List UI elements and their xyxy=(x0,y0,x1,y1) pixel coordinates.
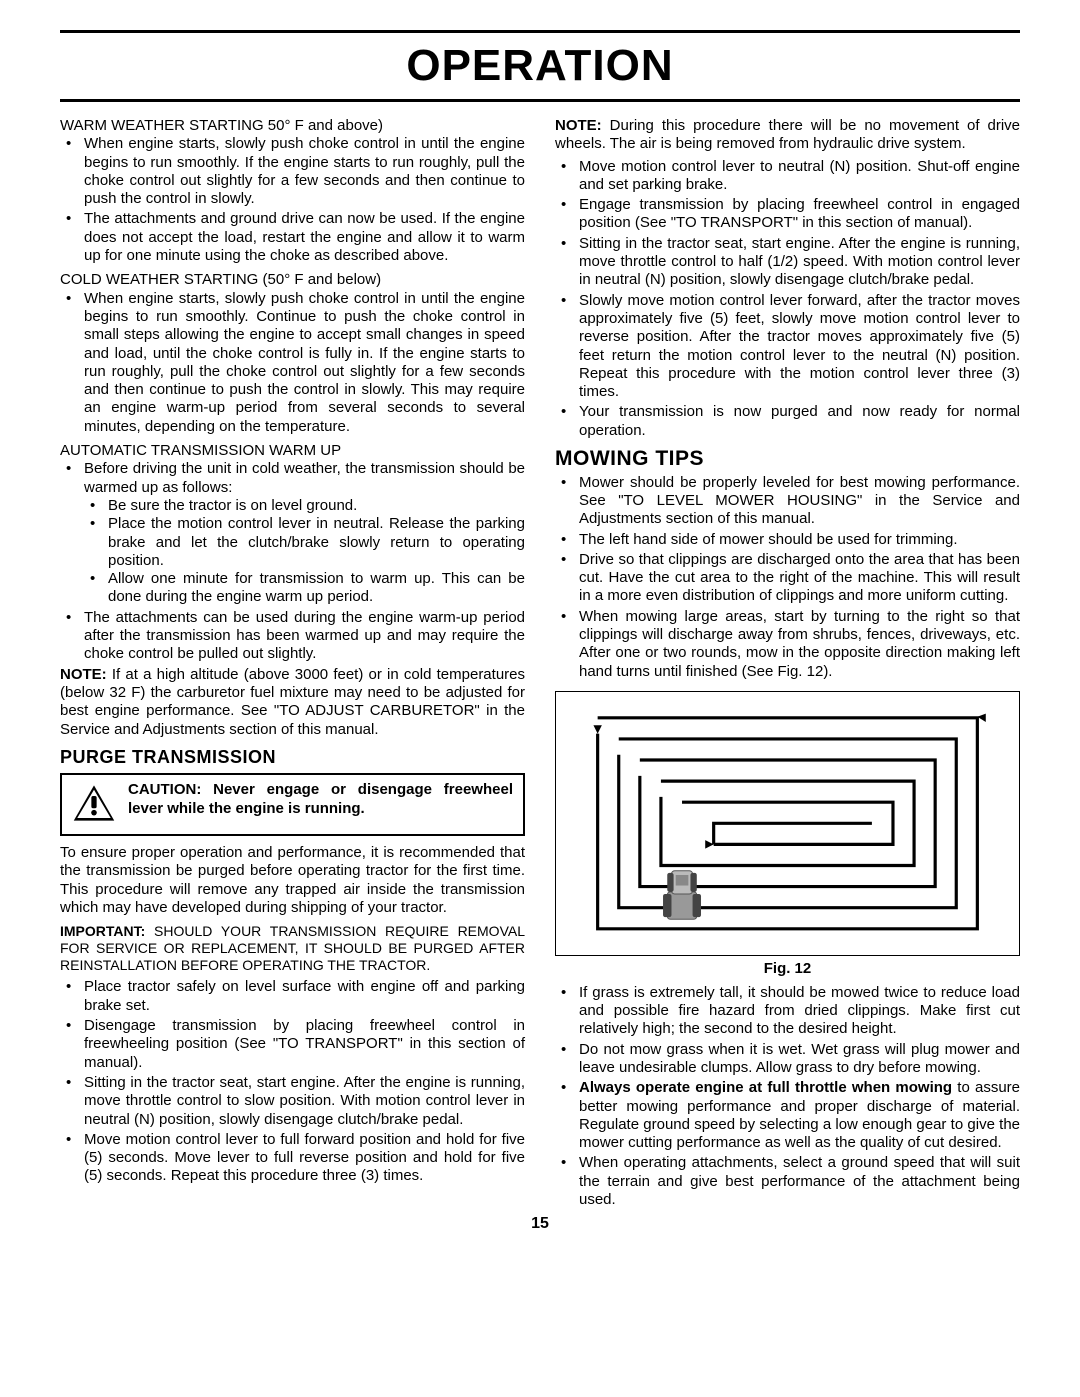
list-item: Your transmission is now purged and now … xyxy=(555,403,1020,440)
mowing-heading: MOWING TIPS xyxy=(555,446,1020,472)
right-column: NOTE: During this procedure there will b… xyxy=(555,117,1020,1211)
note-text: During this procedure there will be no m… xyxy=(555,117,1020,152)
list-item: When engine starts, slowly push choke co… xyxy=(60,135,525,208)
list-item-bold: Always operate engine at full throttle w… xyxy=(579,1079,952,1096)
list-item: Mower should be properly leveled for bes… xyxy=(555,474,1020,529)
list-item: Move motion control lever to full forwar… xyxy=(60,1131,525,1186)
altitude-note: NOTE: If at a high altitude (above 3000 … xyxy=(60,666,525,739)
list-item: Be sure the tractor is on level ground. xyxy=(84,497,525,515)
auto-trans-list: Before driving the unit in cold weather,… xyxy=(60,460,525,663)
list-item: Drive so that clippings are discharged o… xyxy=(555,551,1020,606)
mowing-list-2: If grass is extremely tall, it should be… xyxy=(555,984,1020,1210)
figure-caption: Fig. 12 xyxy=(555,960,1020,978)
list-item: The left hand side of mower should be us… xyxy=(555,531,1020,549)
important-note: IMPORTANT: SHOULD YOUR TRANSMISSION REQU… xyxy=(60,923,525,974)
list-item: Disengage transmission by placing freewh… xyxy=(60,1017,525,1072)
list-item: The attachments can be used during the e… xyxy=(60,609,525,664)
list-item: Slowly move motion control lever forward… xyxy=(555,292,1020,402)
caution-box: CAUTION: Never engage or disengage freew… xyxy=(60,773,525,836)
cold-start-heading: COLD WEATHER STARTING (50° F and below) xyxy=(60,271,525,289)
list-item: Sitting in the tractor seat, start engin… xyxy=(555,235,1020,290)
auto-sub-list: Be sure the tractor is on level ground. … xyxy=(84,497,525,607)
list-item: When mowing large areas, start by turnin… xyxy=(555,608,1020,681)
note-text: If at a high altitude (above 3000 feet) … xyxy=(60,666,525,738)
note-label: NOTE: xyxy=(555,117,602,134)
procedure-note: NOTE: During this procedure there will b… xyxy=(555,117,1020,154)
warm-start-heading: WARM WEATHER STARTING 50° F and above) xyxy=(60,117,525,135)
list-item: Place the motion control lever in neutra… xyxy=(84,515,525,570)
purge-heading: PURGE TRANSMISSION xyxy=(60,747,525,769)
note-label: NOTE: xyxy=(60,666,107,683)
list-item: The attachments and ground drive can now… xyxy=(60,210,525,265)
list-item-text: Before driving the unit in cold weather,… xyxy=(84,460,525,495)
cold-start-list: When engine starts, slowly push choke co… xyxy=(60,290,525,436)
list-item: Move motion control lever to neutral (N)… xyxy=(555,158,1020,195)
rule-top xyxy=(60,30,1020,33)
list-item: Engage transmission by placing freewheel… xyxy=(555,196,1020,233)
purge-intro: To ensure proper operation and performan… xyxy=(60,844,525,917)
caution-text: CAUTION: Never engage or disengage freew… xyxy=(128,781,513,819)
warning-icon xyxy=(72,781,116,828)
page-title: OPERATION xyxy=(60,41,1020,91)
list-item: Always operate engine at full throttle w… xyxy=(555,1079,1020,1152)
figure-12 xyxy=(555,691,1020,956)
list-item: If grass is extremely tall, it should be… xyxy=(555,984,1020,1039)
list-item: Before driving the unit in cold weather,… xyxy=(60,460,525,606)
list-item: Sitting in the tractor seat, start engin… xyxy=(60,1074,525,1129)
purge-list: Place tractor safely on level surface wi… xyxy=(60,978,525,1185)
mowing-list-1: Mower should be properly leveled for bes… xyxy=(555,474,1020,681)
important-label: IMPORTANT: xyxy=(60,923,145,939)
list-item: Allow one minute for transmission to war… xyxy=(84,570,525,607)
auto-trans-heading: AUTOMATIC TRANSMISSION WARM UP xyxy=(60,442,525,460)
left-column: WARM WEATHER STARTING 50° F and above) W… xyxy=(60,117,525,1211)
rule-under-title xyxy=(60,99,1020,102)
list-item: When operating attachments, select a gro… xyxy=(555,1154,1020,1209)
list-item: Do not mow grass when it is wet. Wet gra… xyxy=(555,1041,1020,1078)
content-columns: WARM WEATHER STARTING 50° F and above) W… xyxy=(60,117,1020,1211)
list-item: When engine starts, slowly push choke co… xyxy=(60,290,525,436)
continue-list: Move motion control lever to neutral (N)… xyxy=(555,158,1020,440)
list-item: Place tractor safely on level surface wi… xyxy=(60,978,525,1015)
warm-start-list: When engine starts, slowly push choke co… xyxy=(60,135,525,265)
page-number: 15 xyxy=(60,1215,1020,1233)
mowing-pattern-diagram xyxy=(566,702,1009,945)
